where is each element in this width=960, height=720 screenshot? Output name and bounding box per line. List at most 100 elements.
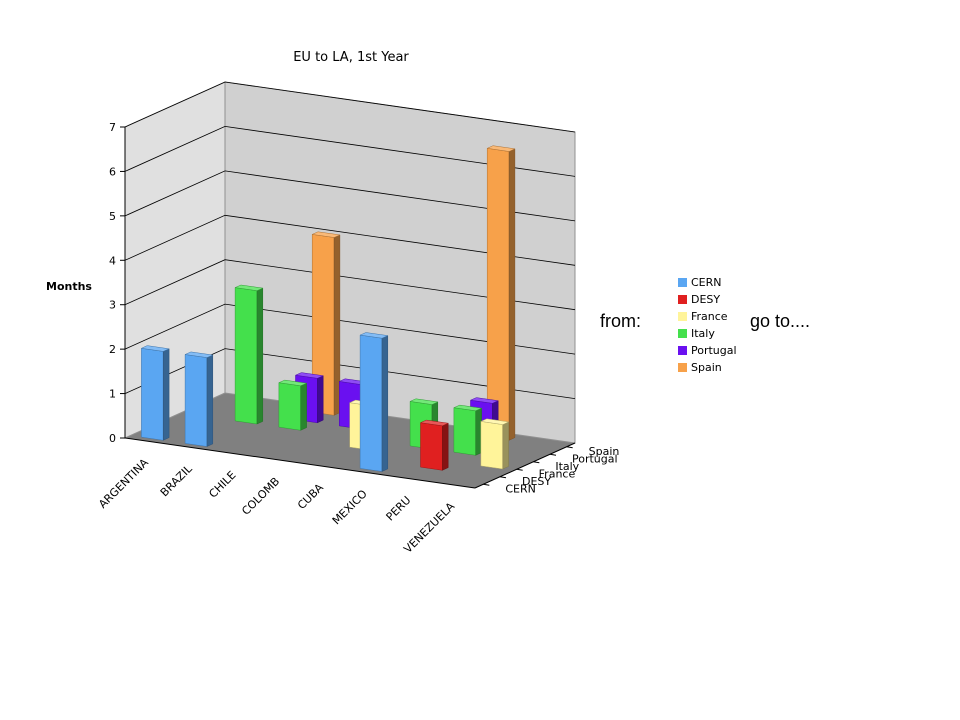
bar-front-face (480, 421, 504, 470)
bar-italy-brazil (234, 284, 264, 425)
legend-entry: Italy (691, 327, 715, 340)
bar-front-face (486, 148, 510, 441)
bar-front-face (359, 334, 383, 472)
legend-entry: Portugal (691, 344, 737, 357)
bar-front-face (184, 354, 208, 447)
bar-top-face (278, 379, 308, 387)
bar-top-face (140, 345, 170, 352)
y-tick-label: 1 (109, 388, 116, 401)
depth-tick-mark (533, 461, 540, 464)
x-tick-label: CHILE (206, 469, 238, 501)
depth-axis-line (474, 442, 576, 489)
legend: CERN DESY France Italy Portugal Spain (678, 276, 737, 374)
bar-cern-argentina (140, 345, 170, 441)
bar-france-venezuela (480, 418, 510, 470)
depth-tick-label: Portugal (572, 452, 618, 465)
depth-tick-label: CERN (505, 482, 536, 495)
bar-front-face (234, 287, 258, 425)
bar-desy-peru (419, 419, 450, 471)
y-tick-label: 3 (109, 299, 116, 312)
depth-tick-label: Spain (589, 445, 620, 458)
bar-side-face (508, 148, 516, 441)
bar-top-face (480, 418, 510, 425)
bar-spain-chile (311, 231, 341, 416)
bar-spain-peru (486, 145, 516, 441)
y-tick-label: 4 (109, 254, 116, 267)
chart-title: EU to LA, 1st Year (293, 50, 409, 65)
bar-side-face (381, 335, 389, 472)
bar-side-face (206, 354, 214, 447)
chart-gridlines (124, 81, 576, 489)
bar-side-face (442, 422, 449, 471)
legend-swatch (678, 329, 687, 338)
bar-top-face (486, 145, 516, 152)
gridline (124, 214, 576, 266)
bar-top-face (311, 231, 341, 238)
x-tick-label: BRAZIL (158, 462, 196, 500)
x-axis-line (124, 437, 476, 489)
bar-side-face (502, 421, 509, 470)
gridline (124, 125, 576, 177)
from-label: from: (600, 311, 641, 331)
x-tick-label: CUBA (295, 481, 326, 512)
depth-tick-mark (549, 453, 557, 456)
y-tick-label: 7 (109, 121, 116, 134)
depth-tick-mark (499, 476, 507, 479)
bar-front-face (453, 407, 476, 456)
legend-entry: Spain (691, 361, 722, 374)
y-axis-label: Months (46, 280, 92, 293)
chart-bars (140, 145, 516, 472)
legend-entry: CERN (691, 276, 722, 289)
bar-cern-brazil (184, 351, 214, 447)
x-tick-label: PERU (384, 494, 414, 524)
gridline (124, 303, 576, 355)
x-tick-label: MEXICO (330, 487, 370, 527)
bar-side-face (333, 234, 341, 416)
bar-front-face (141, 348, 164, 441)
y-tick-label: 5 (109, 210, 116, 223)
legend-entry: DESY (691, 293, 720, 306)
legend-swatch (678, 363, 687, 372)
bar-side-face (256, 287, 264, 425)
y-tick-label: 0 (109, 432, 116, 445)
bar-top-face (453, 404, 483, 412)
back-wall (224, 81, 576, 444)
depth-tick-mark (516, 468, 523, 471)
depth-tick-label: DESY (522, 475, 551, 488)
bar-side-face (162, 348, 170, 441)
goto-label: go to.... (750, 311, 810, 331)
bar-top-face (294, 372, 325, 379)
bar-front-face (420, 422, 443, 471)
legend-swatch (678, 346, 687, 355)
bar-top-face (469, 397, 500, 404)
legend-swatch (678, 295, 687, 304)
bar-italy-peru (453, 404, 483, 456)
legend-swatch (678, 312, 687, 321)
depth-tick-label: Italy (555, 460, 579, 473)
x-tick-label: COLOMB (239, 475, 282, 518)
bar-side-face (300, 382, 307, 431)
bar-top-face (184, 351, 214, 358)
bar-front-face (278, 382, 301, 431)
bar-top-face (419, 419, 450, 427)
x-tick-label: VENEZUELA (401, 499, 457, 555)
bar-top-face (234, 284, 264, 291)
legend-entry: France (691, 310, 728, 323)
bar-top-face (359, 332, 389, 339)
gridline (124, 81, 576, 133)
bar-italy-chile (278, 379, 308, 431)
y-axis-ticks: 0 1 2 3 4 5 6 7 (109, 121, 125, 445)
legend-swatch (678, 278, 687, 287)
gridline (124, 259, 576, 311)
y-tick-label: 6 (109, 165, 116, 178)
bar-top-face (409, 398, 439, 405)
depth-tick-mark (483, 483, 490, 486)
y-tick-label: 2 (109, 343, 116, 356)
bar-cern-mexico (359, 332, 389, 472)
depth-tick-label: France (539, 467, 576, 480)
bar-side-face (317, 375, 324, 424)
gridline (124, 170, 576, 222)
x-tick-label: ARGENTINA (96, 456, 151, 511)
